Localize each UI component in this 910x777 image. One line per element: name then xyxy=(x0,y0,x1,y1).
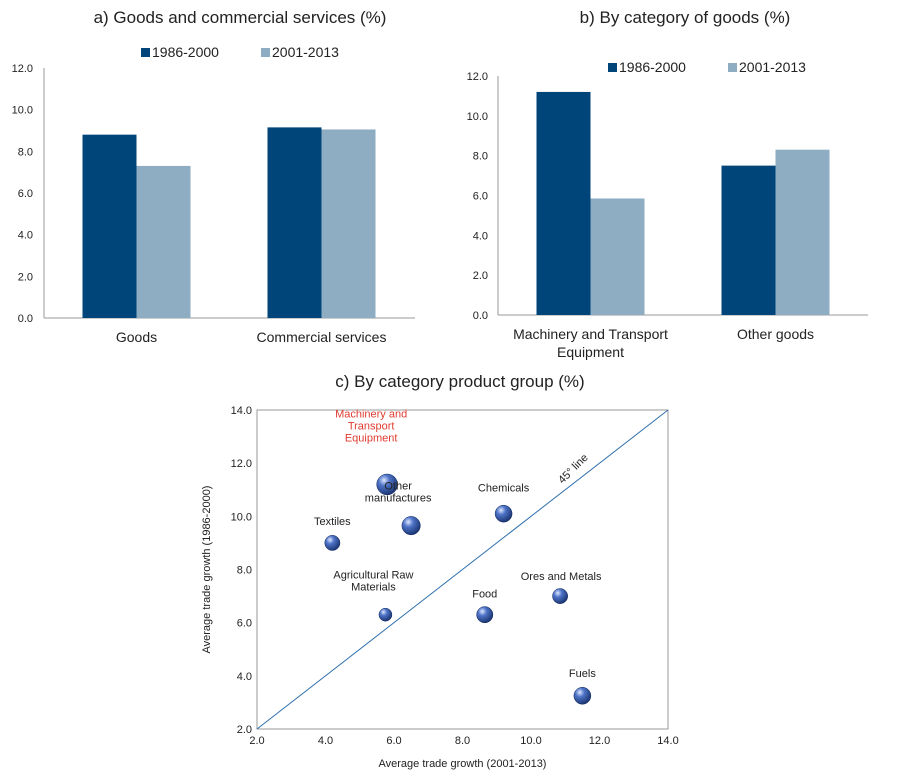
chart-a-ytick-label: 0.0 xyxy=(18,313,33,325)
chart-a-category-label: Commercial services xyxy=(257,329,387,345)
chart-c-x-axis-title: Average trade growth (2001-2013) xyxy=(379,758,547,770)
chart-c-bubble-label: Other xyxy=(384,481,412,493)
chart-c-title: c) By category product group (%) xyxy=(335,372,585,391)
chart-c-ytick-label: 8.0 xyxy=(237,565,252,577)
chart-a-legend-label: 2001-2013 xyxy=(272,44,339,60)
chart-c-bubble xyxy=(476,606,494,624)
chart-c-xtick-label: 2.0 xyxy=(249,735,264,747)
chart-b-ytick-label: 10.0 xyxy=(467,111,488,123)
chart-b-bar xyxy=(775,149,830,315)
chart-b-ytick-label: 6.0 xyxy=(473,191,488,203)
chart-b-category-label: Other goods xyxy=(737,326,814,342)
chart-b-bar xyxy=(536,91,591,315)
chart-c-ytick-label: 12.0 xyxy=(231,458,252,470)
chart-b-title: b) By category of goods (%) xyxy=(579,8,791,27)
chart-a-ytick-label: 2.0 xyxy=(18,271,33,283)
chart-c-ytick-label: 2.0 xyxy=(237,724,252,736)
chart-c-ytick-label: 4.0 xyxy=(237,671,252,683)
chart-a-ytick-label: 12.0 xyxy=(12,63,33,75)
chart-b-ytick-label: 12.0 xyxy=(467,71,488,83)
chart-c-bubble xyxy=(376,473,398,496)
chart-c-bubble-label: Food xyxy=(472,589,497,601)
chart-c-bubble xyxy=(324,535,341,551)
chart-c-xtick-label: 4.0 xyxy=(318,735,333,747)
chart-c-bubble-label: Chemicals xyxy=(478,483,530,495)
chart-b-legend-swatch xyxy=(728,63,737,72)
chart-b-ytick-label: 8.0 xyxy=(473,151,488,163)
chart-c-xtick-label: 10.0 xyxy=(520,735,541,747)
chart-a-ytick-label: 6.0 xyxy=(18,188,33,200)
chart-a-bar xyxy=(136,165,191,318)
chart-c-ytick-label: 14.0 xyxy=(231,405,252,417)
chart-b-category-label: Machinery and Transport xyxy=(513,326,668,342)
chart-c-bubble xyxy=(552,588,568,604)
chart-b-legend-swatch xyxy=(608,63,617,72)
chart-b-category-label: Equipment xyxy=(557,344,624,360)
chart-a-ytick-label: 8.0 xyxy=(18,146,33,158)
chart-c-bubble-label: Ores and Metals xyxy=(521,571,602,583)
chart-a-legend-swatch xyxy=(141,48,150,57)
chart-a-category-label: Goods xyxy=(116,329,157,345)
chart-c-bubble xyxy=(401,516,421,536)
chart-c-diagonal-label: 45° line xyxy=(556,452,591,487)
chart-c-bubble-label: Agricultural Raw xyxy=(333,570,413,582)
chart-a-legend-swatch xyxy=(261,48,270,57)
chart-a-bar xyxy=(82,134,137,318)
chart-c-bubble xyxy=(378,607,393,622)
chart-c-bubble-label: Fuels xyxy=(569,668,596,680)
chart-c-ytick-label: 10.0 xyxy=(231,511,252,523)
chart-a-ytick-label: 10.0 xyxy=(12,105,33,117)
chart-c-y-axis-title: Average trade growth (1986-2000) xyxy=(201,486,213,654)
chart-c-bubble xyxy=(573,687,592,705)
chart-a-title: a) Goods and commercial services (%) xyxy=(93,8,387,27)
chart-c-bubble xyxy=(494,504,513,523)
chart-a-bar xyxy=(321,129,376,318)
chart-c-bubble-label: Textiles xyxy=(314,516,351,528)
chart-c-bubble-label: Materials xyxy=(351,582,396,594)
chart-c-xtick-label: 8.0 xyxy=(455,735,470,747)
chart-b-ytick-label: 0.0 xyxy=(473,310,488,322)
chart-c-plot-frame xyxy=(256,409,669,730)
chart-a-ytick-label: 4.0 xyxy=(18,230,33,242)
chart-b-bar xyxy=(721,165,776,315)
chart-c-bubble-label: Transport xyxy=(348,420,395,432)
chart-c-xtick-label: 12.0 xyxy=(589,735,610,747)
chart-b-ytick-label: 2.0 xyxy=(473,270,488,282)
chart-b-bar xyxy=(590,198,645,315)
chart-c-bubble-label: Machinery and xyxy=(335,408,407,420)
chart-a-bar xyxy=(267,127,322,318)
chart-a-legend-label: 1986-2000 xyxy=(152,44,219,60)
chart-c-bubble-label: Equipment xyxy=(345,432,398,444)
chart-c-ytick-label: 6.0 xyxy=(237,618,252,630)
chart-b-ytick-label: 4.0 xyxy=(473,230,488,242)
chart-b-legend-label: 2001-2013 xyxy=(739,59,806,75)
chart-c-bubble-label: manufactures xyxy=(365,493,432,505)
chart-c-xtick-label: 6.0 xyxy=(386,735,401,747)
chart-c-xtick-label: 14.0 xyxy=(657,735,678,747)
chart-b-legend-label: 1986-2000 xyxy=(619,59,686,75)
chart-c-45-degree-line xyxy=(256,409,669,730)
